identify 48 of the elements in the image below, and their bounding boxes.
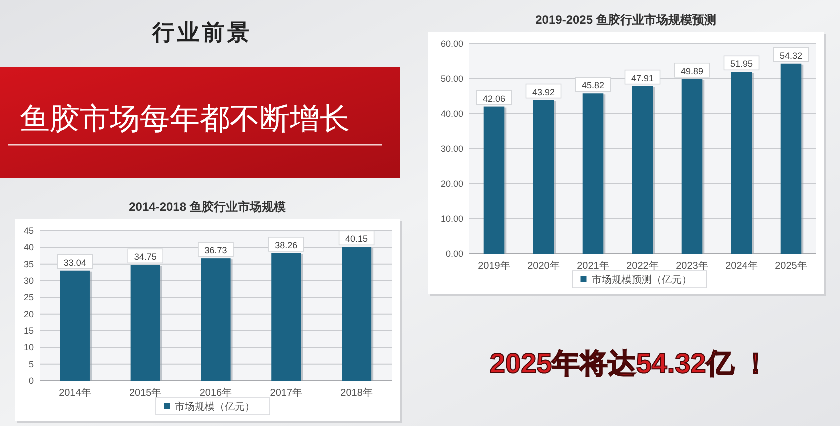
text: 行业前景	[152, 20, 252, 45]
legend-label: 市场规模（亿元）	[175, 401, 255, 413]
y-tick-label: 40.00	[440, 109, 464, 119]
chart-title: 2019-2025 鱼胶行业市场规模预测	[536, 13, 716, 27]
x-tick-label: 2017年	[270, 387, 303, 399]
x-tick-label: 2015年	[129, 387, 162, 399]
y-tick-label: 0.00	[446, 249, 464, 259]
y-tick-label: 45	[24, 226, 34, 236]
y-tick-label: 30.00	[440, 144, 464, 154]
y-tick-label: 35	[24, 259, 34, 270]
y-tick-label: 25	[24, 292, 34, 303]
data-label: 42.06	[482, 94, 506, 104]
text: 鱼胶市场每年都不断增长	[20, 103, 350, 136]
y-tick-label: 60.00	[440, 39, 464, 49]
x-tick-label: 2025年	[775, 260, 808, 272]
x-tick-label: 2023年	[676, 260, 708, 272]
data-label: 33.04	[64, 258, 86, 268]
y-tick-label: 15	[24, 326, 34, 336]
x-tick-label: 2021年	[577, 260, 610, 272]
chart-title: 2014-2018 鱼胶行业市场规模	[129, 200, 286, 214]
y-tick-label: 10.00	[440, 214, 464, 224]
data-label: 38.26	[275, 240, 298, 250]
x-tick-label: 2019年	[478, 260, 510, 272]
data-label: 45.82	[582, 80, 605, 91]
x-tick-label: 2022年	[626, 260, 659, 272]
data-label: 51.95	[730, 59, 754, 70]
text: 2025年将达54.32亿 ！	[490, 348, 770, 379]
y-tick-label: 10	[24, 342, 34, 353]
x-tick-label: 2024年	[726, 260, 758, 272]
y-tick-label: 20.00	[440, 179, 464, 189]
data-label: 43.92	[532, 87, 556, 98]
y-tick-label: 0	[28, 376, 34, 386]
data-label: 34.75	[134, 252, 157, 262]
x-tick-label: 2014年	[59, 387, 92, 399]
legend-label: 市场规模预测（亿元）	[592, 274, 692, 286]
x-tick-label: 2016年	[200, 387, 232, 399]
data-label: 40.15	[346, 234, 368, 244]
y-tick-label: 20	[24, 309, 34, 320]
x-tick-label: 2018年	[340, 387, 373, 399]
data-label: 54.32	[780, 50, 803, 61]
y-tick-label: 30	[24, 276, 34, 286]
data-label: 47.91	[631, 73, 654, 84]
y-tick-label: 50.00	[440, 74, 464, 84]
data-label: 49.89	[680, 66, 704, 76]
y-tick-label: 5	[28, 359, 34, 370]
y-tick-label: 40	[24, 242, 34, 253]
data-label: 36.73	[204, 246, 228, 256]
x-tick-label: 2020年	[528, 260, 560, 272]
